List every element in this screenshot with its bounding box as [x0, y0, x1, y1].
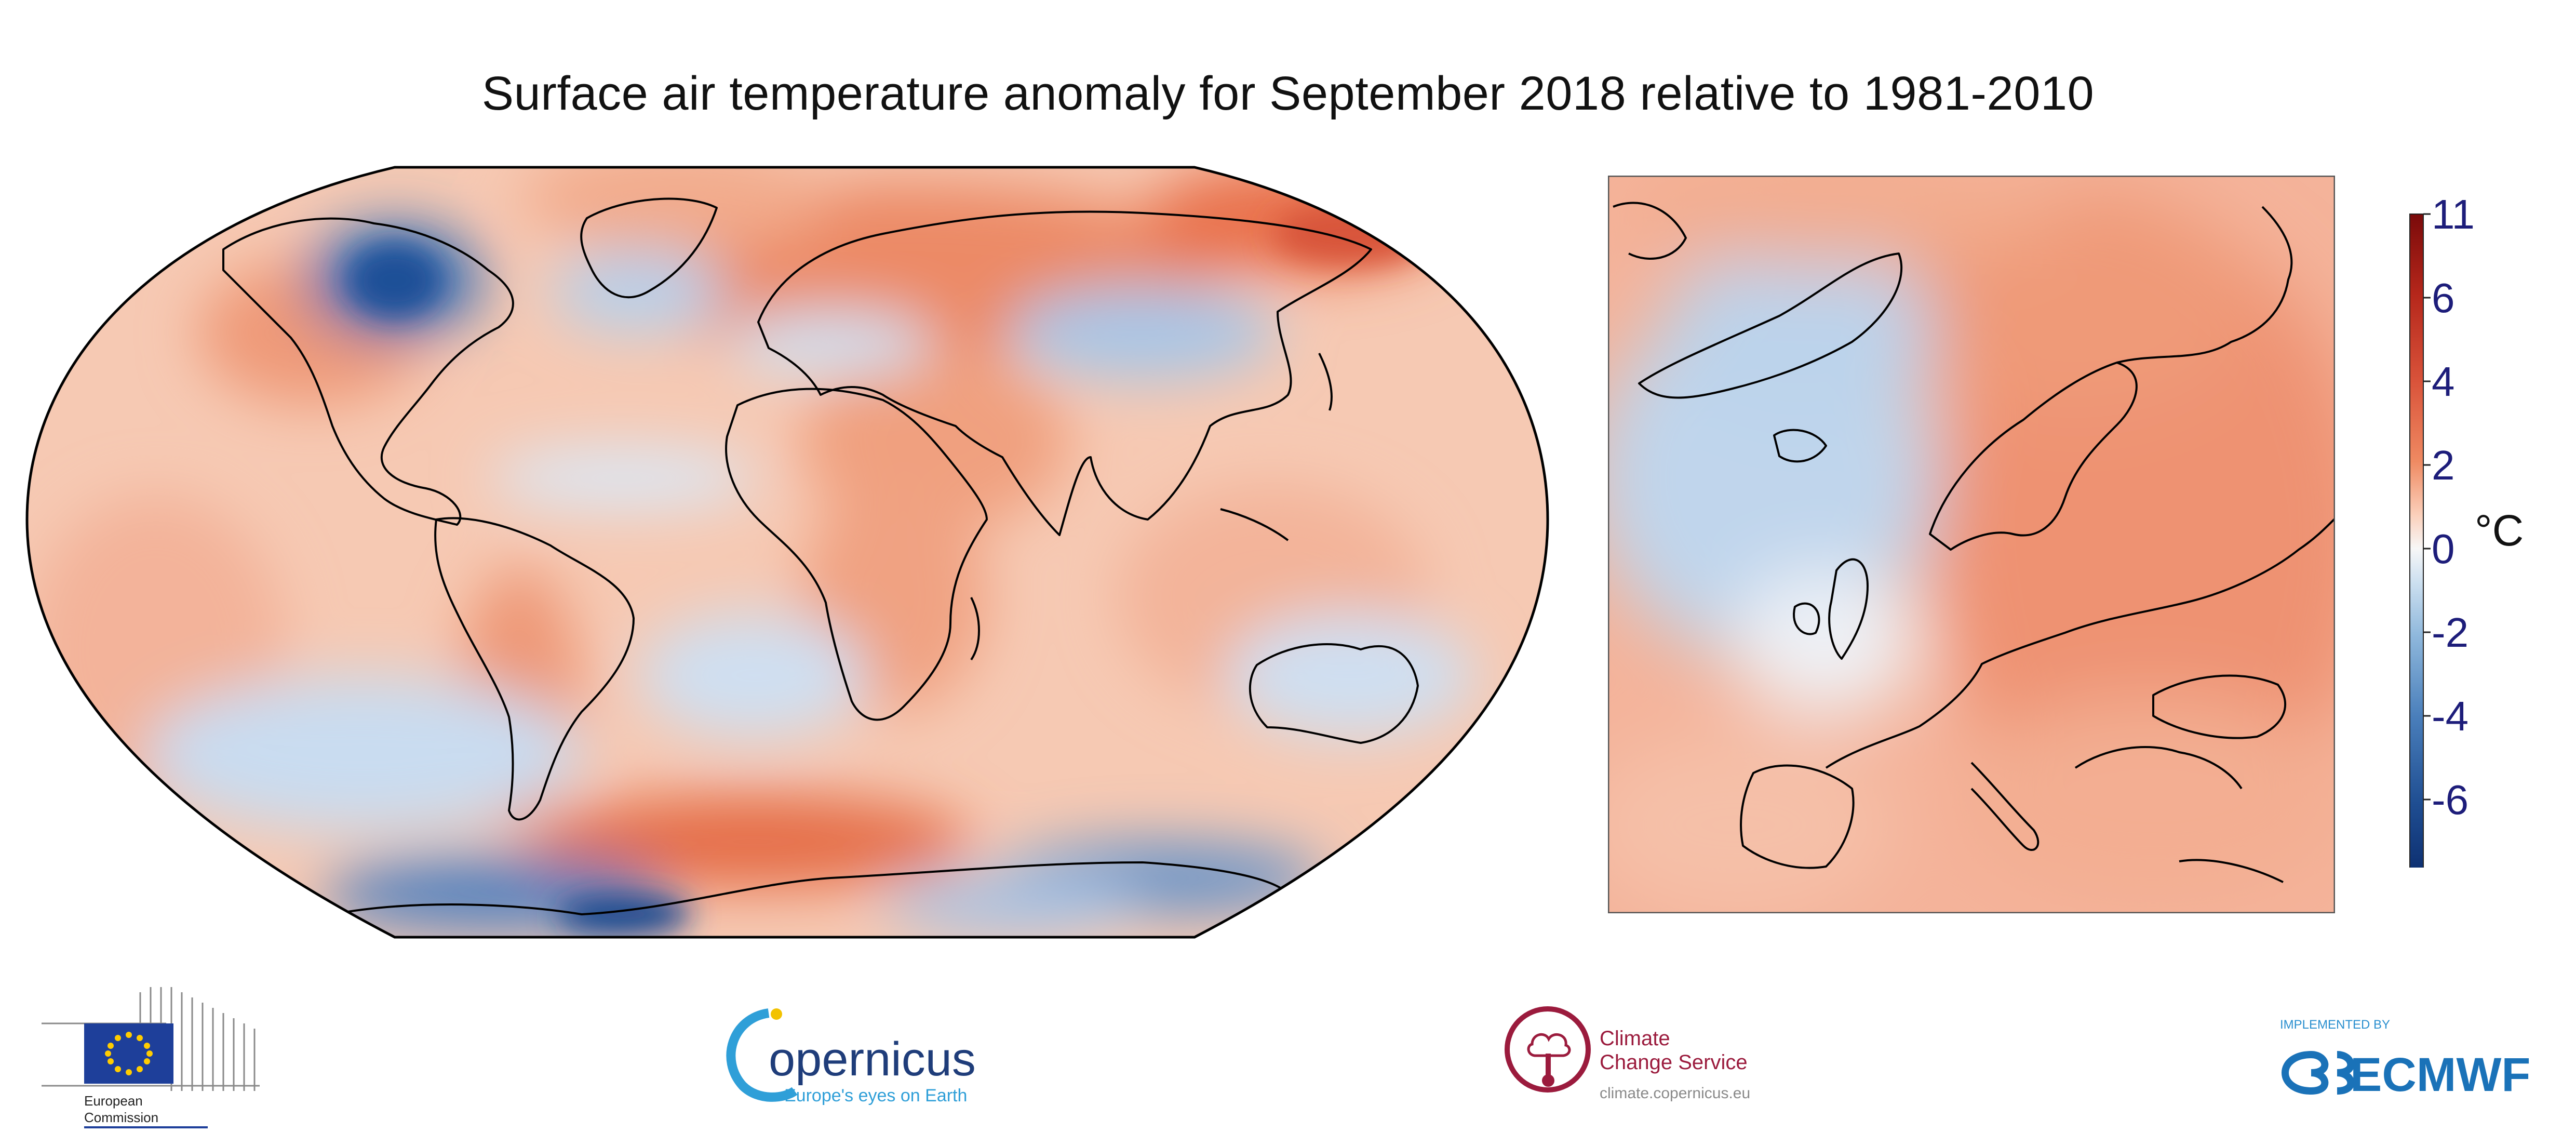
colorbar-ticks: 11 6 4 2 0 -2 -4 -6 -11 — [2423, 192, 2489, 868]
colorbar-tick-label: -2 — [2432, 609, 2468, 656]
c3s-logo: Climate Change Service climate.copernicu… — [1505, 1006, 1750, 1102]
colorbar-unit: °C — [2475, 506, 2524, 555]
ec-logo: European Commission — [42, 987, 260, 1128]
colorbar-gradient — [2409, 214, 2424, 868]
ecmwf-wave-icon — [2281, 1051, 2355, 1095]
ecmwf-wordmark: ECMWF — [2350, 1048, 2530, 1101]
copernicus-dot-icon — [771, 1008, 782, 1020]
europe-inset-map — [1608, 176, 2335, 913]
colorbar-tick-label: 0 — [2432, 526, 2455, 572]
copernicus-arc-icon — [726, 1008, 798, 1102]
europe-coastlines — [1613, 202, 2335, 883]
copernicus-logo: opernicus Europe's eyes on Earth — [726, 1008, 976, 1106]
colorbar-tick-label: 2 — [2432, 442, 2455, 488]
c3s-cloud-icon — [1527, 1033, 1571, 1057]
c3s-label-line2: Change Service — [1600, 1051, 1748, 1074]
global-coastlines — [222, 197, 1491, 915]
ec-label-line2: Commission — [84, 1110, 158, 1125]
colorbar: 11 6 4 2 0 -2 -4 -6 -11 °C — [2409, 192, 2524, 868]
colorbar-tick-label: -4 — [2432, 693, 2468, 739]
eu-stars-icon — [105, 1032, 153, 1075]
ecmwf-implemented-by: IMPLEMENTED BY — [2280, 1018, 2390, 1032]
colorbar-tick-label: -6 — [2432, 777, 2468, 823]
global-map-field — [27, 167, 1548, 937]
inset-frame — [1608, 176, 2335, 913]
colorbar-tick-label: -11 — [2432, 860, 2489, 868]
c3s-label-line1: Climate — [1600, 1027, 1670, 1050]
copernicus-tagline: Europe's eyes on Earth — [784, 1086, 967, 1106]
ecmwf-logo: IMPLEMENTED BY ECMWF — [2280, 1018, 2530, 1101]
page-title: Surface air temperature anomaly for Sept… — [481, 67, 2095, 120]
globe-outline — [25, 166, 1549, 939]
copernicus-wordmark: opernicus — [769, 1033, 976, 1086]
c3s-ring-icon — [1505, 1006, 1591, 1093]
colorbar-tick-label: 4 — [2432, 358, 2455, 405]
colorbar-tick-label: 6 — [2432, 275, 2455, 321]
c3s-url: climate.copernicus.eu — [1600, 1085, 1750, 1102]
c3s-thermometer-icon — [1542, 1074, 1554, 1087]
colorbar-tick-label: 11 — [2432, 192, 2475, 237]
ec-label-line1: European — [84, 1093, 143, 1109]
europe-inset-field — [1608, 176, 2335, 913]
